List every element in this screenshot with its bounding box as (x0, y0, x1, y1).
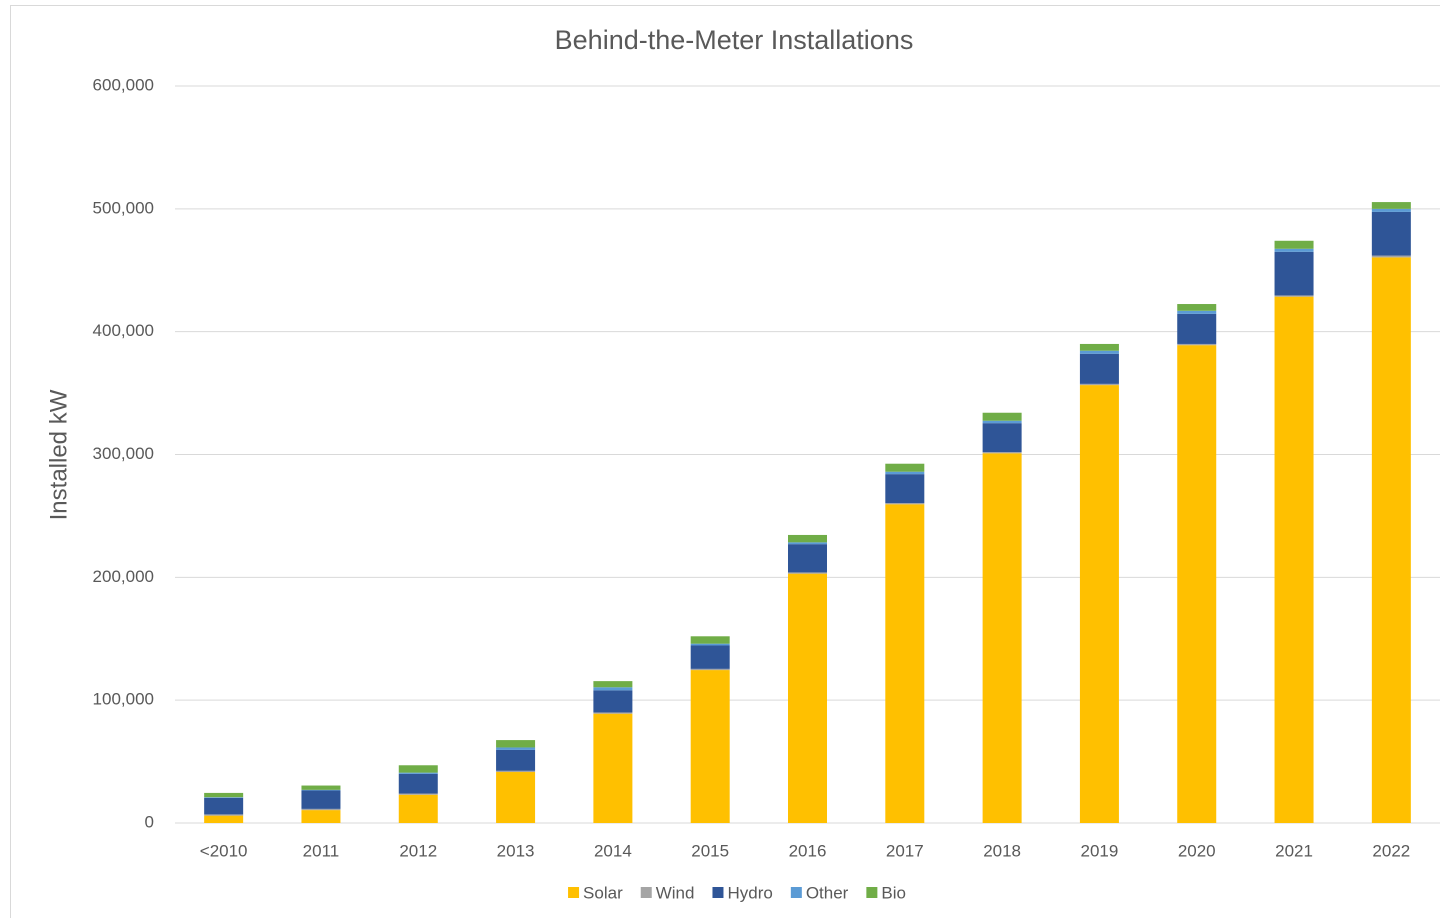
x-tick-label: 2017 (886, 841, 924, 860)
x-tick-label: 2012 (399, 841, 437, 860)
x-tick-label: 2013 (497, 841, 535, 860)
bar-segment (593, 712, 633, 714)
bar-segment (301, 785, 341, 790)
legend-label: Hydro (727, 883, 772, 902)
bar-segment (982, 423, 1022, 453)
y-tick-label: 600,000 (93, 75, 154, 94)
legend-swatch (866, 887, 878, 898)
bar-segment (204, 815, 244, 823)
bar-segment (690, 668, 730, 671)
bar-segment (1079, 353, 1119, 384)
bar-segment (1274, 251, 1314, 296)
bar-segment (1371, 211, 1411, 256)
y-tick-label: 300,000 (93, 444, 154, 463)
legend-swatch (568, 887, 580, 898)
bar-segment (885, 503, 925, 505)
bar-segment (301, 808, 341, 811)
bar-segment (690, 636, 730, 644)
bar-segment (885, 474, 925, 504)
legend-swatch (712, 887, 724, 898)
x-tick-label: 2020 (1178, 841, 1216, 860)
x-tick-label: 2011 (303, 841, 340, 860)
bar-segment (593, 687, 633, 691)
bar-segment (1371, 208, 1411, 212)
bar-segment (1274, 248, 1314, 252)
bar-segment (690, 643, 730, 646)
bar-segment (301, 810, 341, 823)
bar-segment (1274, 240, 1314, 249)
bar-segment (204, 792, 244, 798)
bar-segment (1371, 257, 1411, 823)
x-tick-label: 2014 (594, 841, 632, 860)
bar-segment (1274, 296, 1314, 823)
y-tick-label: 0 (145, 812, 154, 831)
legend-label: Solar (583, 883, 623, 902)
bar-segment (690, 670, 730, 823)
bar-segment (496, 772, 536, 823)
bar-segment (496, 740, 536, 748)
bar-segment (496, 770, 536, 773)
x-tick-label: 2016 (789, 841, 827, 860)
bar-segment (496, 747, 536, 750)
bar-segment (1177, 345, 1217, 823)
y-tick-label: 200,000 (93, 567, 154, 586)
bar-segment (204, 797, 244, 815)
bar-segment (1079, 343, 1119, 351)
bar-segment (788, 573, 827, 823)
bar-segment (982, 452, 1022, 454)
x-tick-label: <2010 (200, 841, 248, 860)
bar-segment (690, 645, 730, 669)
bar-segment (1177, 343, 1217, 346)
legend-label: Other (806, 883, 849, 902)
bar-segment (788, 534, 827, 543)
bar-segment (1371, 202, 1411, 209)
y-tick-label: 500,000 (93, 198, 154, 217)
bar-segment (301, 790, 341, 809)
bar-segment (1371, 255, 1411, 258)
bar-segment (204, 797, 244, 798)
bar-segment (1079, 383, 1119, 386)
bar-segment (788, 544, 827, 573)
legend-swatch (790, 887, 802, 898)
bar-segment (982, 412, 1022, 421)
bar-segment (1177, 304, 1217, 311)
y-axis-label: Installed kW (45, 389, 72, 520)
bar-segment (885, 504, 925, 823)
bar-segment (398, 794, 438, 823)
chart-title: Behind-the-Meter Installations (555, 25, 914, 55)
bar-segment (593, 690, 633, 713)
x-tick-label: 2021 (1275, 841, 1313, 860)
bar-segment (1177, 310, 1217, 314)
bar-segment (788, 572, 827, 574)
x-tick-label: 2018 (983, 841, 1021, 860)
legend-swatch (640, 887, 652, 898)
bar-segment (885, 463, 925, 472)
bar-segment (982, 453, 1022, 823)
chart-frame (10, 5, 1440, 918)
x-tick-label: 2019 (1081, 841, 1119, 860)
bar-segment (593, 713, 633, 823)
bar-segment (1274, 295, 1314, 297)
bar-segment (496, 749, 536, 771)
y-tick-label: 400,000 (93, 321, 154, 340)
bar-segment (398, 772, 438, 774)
y-tick-label: 100,000 (93, 690, 154, 709)
bar-segment (301, 789, 341, 791)
legend-label: Bio (881, 883, 906, 902)
bar-segment (885, 471, 925, 475)
bar-segment (398, 773, 438, 794)
bar-segment (398, 793, 438, 795)
bar-segment (1079, 385, 1119, 823)
bar-segment (982, 420, 1022, 424)
bar-segment (788, 542, 827, 545)
bar-segment (204, 814, 244, 816)
bar-segment (593, 681, 633, 688)
x-tick-label: 2015 (691, 841, 729, 860)
legend-label: Wind (656, 883, 695, 902)
bar-segment (1079, 350, 1119, 354)
x-tick-label: 2022 (1372, 841, 1410, 860)
bar-segment (398, 765, 438, 773)
bar-segment (1177, 313, 1217, 344)
